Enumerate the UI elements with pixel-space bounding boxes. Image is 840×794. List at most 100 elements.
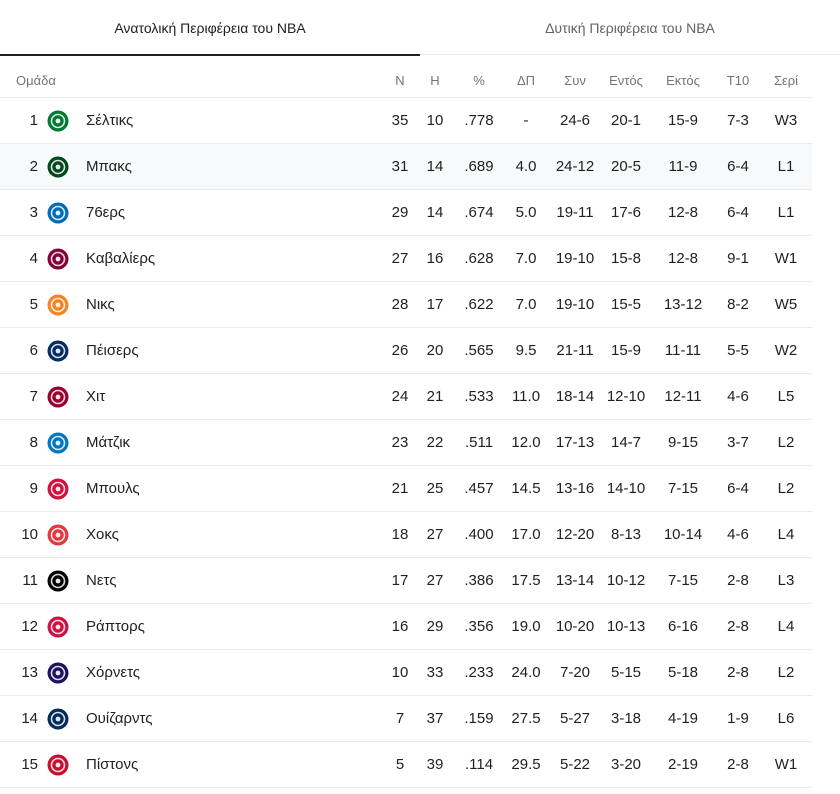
standings-table: 1 Σέλτικς 35 10.778-24-6 20-1 15-9 7-3 W3 2 Μπακς… [0, 98, 812, 788]
wins-cell: 18 [391, 526, 409, 543]
table-row[interactable]: 6 Πέισερς 26 20 .565 9.5 21-11 15-9 11-11 5-5 W2 [0, 328, 812, 374]
losses-cell: 21 [426, 388, 444, 405]
tab-eastern-conference[interactable]: Ανατολική Περιφέρεια του NBA [0, 0, 420, 56]
table-row[interactable]: 12 Ράπτορς 16 29 .356 19.0 10-20 10-13 6-16 2-8 L4 [0, 604, 812, 650]
team-rank: 7 [29, 388, 38, 405]
games-behind-cell: 12.0 [511, 434, 541, 451]
column-header-team: Ομάδα [16, 73, 56, 88]
wins-cell: 28 [391, 296, 409, 313]
home-record-cell: 15-8 [610, 250, 642, 267]
wizards-logo-icon [46, 707, 70, 731]
heat-logo-icon [46, 385, 70, 409]
last-ten-cell: 8-2 [727, 296, 749, 313]
losses-cell: 25 [426, 480, 444, 497]
conference-record-cell: 19-10 [555, 296, 595, 313]
team-name: Καβαλίερς [86, 250, 156, 267]
games-behind-cell: - [523, 112, 529, 129]
games-behind-cell: 5.0 [515, 204, 537, 221]
table-row[interactable]: 11 Νετς 17 27 .386 17.5 13-14 10-12 7-15 2-8 L3 [0, 558, 812, 604]
wins-cell: 24 [391, 388, 409, 405]
away-record-cell: 10-14 [663, 526, 703, 543]
wins-cell: 31 [391, 158, 409, 175]
wins-cell: 21 [391, 480, 409, 497]
column-header-ektos: Εκτός [666, 73, 700, 88]
team-rank: 4 [29, 250, 38, 267]
table-row[interactable]: 13 Χόρνετς 10 33 .233 24.0 7-20 5-15 5-18 2-8 L2 [0, 650, 812, 696]
tab-western-conference[interactable]: Δυτική Περιφέρεια του NBA [545, 19, 715, 36]
last-ten-cell: 3-7 [727, 434, 749, 451]
home-record-cell: 10-13 [606, 618, 646, 635]
team-rank: 2 [29, 158, 38, 175]
team-rank: 10 [21, 526, 38, 543]
last-ten-cell: 2-8 [727, 618, 749, 635]
last-ten-cell: 7-3 [727, 112, 749, 129]
table-row[interactable]: 10 Χοκς 18 27 .400 17.0 12-20 8-13 10-14 4-6 L4 [0, 512, 812, 558]
streak-cell: W1 [774, 250, 798, 267]
streak-cell: W5 [774, 296, 798, 313]
table-row[interactable]: 2 Μπακς 31 14 .689 4.0 24-12 20-5 11-9 6-4 L1 [0, 144, 812, 190]
away-record-cell: 7-15 [667, 480, 699, 497]
conference-tabs: Ανατολική Περιφέρεια του NBA Δυτική Περι… [0, 0, 840, 56]
magic-logo-icon [46, 431, 70, 455]
last-ten-cell: 9-1 [727, 250, 749, 267]
wins-cell: 17 [391, 572, 409, 589]
wins-cell: 5 [395, 756, 405, 773]
games-behind-cell: 4.0 [515, 158, 537, 175]
losses-cell: 14 [426, 204, 444, 221]
away-record-cell: 4-19 [667, 710, 699, 727]
win-pct-cell: .674 [464, 204, 494, 221]
away-record-cell: 11-9 [668, 158, 698, 175]
win-pct-cell: .778 [464, 112, 494, 129]
last-ten-cell: 1-9 [727, 710, 749, 727]
away-record-cell: 5-18 [667, 664, 699, 681]
losses-cell: 14 [426, 158, 444, 175]
wins-cell: 29 [391, 204, 409, 221]
away-record-cell: 12-8 [667, 204, 699, 221]
column-header-entos: Εντός [609, 73, 643, 88]
streak-cell: W3 [774, 112, 798, 129]
win-pct-cell: .533 [464, 388, 494, 405]
win-pct-cell: .114 [464, 756, 494, 773]
streak-cell: L2 [777, 434, 795, 451]
away-record-cell: 13-12 [663, 296, 703, 313]
last-ten-cell: 2-8 [727, 756, 749, 773]
table-row[interactable]: 15 Πίστονς 5 39 .114 29.5 5-22 3-20 2-19 2-8 W1 [0, 742, 812, 788]
games-behind-cell: 7.0 [515, 296, 537, 313]
table-row[interactable]: 4 Καβαλίερς 27 16 .628 7.0 19-10 15-8 12-8 9-1 W1 [0, 236, 812, 282]
losses-cell: 22 [426, 434, 444, 451]
table-row[interactable]: 1 Σέλτικς 35 10 .778 - 24-6 20-1 15-9 7-3 W3 [0, 98, 812, 144]
team-rank: 8 [29, 434, 38, 451]
away-record-cell: 11-11 [664, 342, 702, 359]
wins-cell: 10 [391, 664, 409, 681]
home-record-cell: 20-5 [610, 158, 642, 175]
wins-cell: 27 [391, 250, 409, 267]
win-pct-cell: .628 [464, 250, 494, 267]
home-record-cell: 15-5 [610, 296, 642, 313]
team-rank: 9 [29, 480, 38, 497]
last-ten-cell: 2-8 [727, 664, 749, 681]
away-record-cell: 12-11 [664, 388, 702, 405]
team-rank: 11 [22, 572, 38, 589]
streak-cell: L4 [777, 526, 795, 543]
table-row[interactable]: 3 76ερς 29 14 .674 5.0 19-11 17-6 12-8 6-4 L1 [0, 190, 812, 236]
column-header-n: Ν [395, 73, 405, 88]
last-ten-cell: 4-6 [727, 388, 749, 405]
games-behind-cell: 24.0 [511, 664, 541, 681]
losses-cell: 39 [426, 756, 444, 773]
column-header-h: Η [430, 73, 440, 88]
streak-cell: L2 [777, 480, 795, 497]
home-record-cell: 17-6 [610, 204, 642, 221]
76ers-logo-icon [46, 201, 70, 225]
conference-record-cell: 7-20 [559, 664, 591, 681]
win-pct-cell: .159 [464, 710, 494, 727]
table-row[interactable]: 14 Ουίζαρντς 7 37 .159 27.5 5-27 3-18 4-19 1-9 L6 [0, 696, 812, 742]
table-row[interactable]: 7 Χιτ 24 21 .533 11.0 18-14 12-10 12-11 4-6 L5 [0, 374, 812, 420]
table-row[interactable]: 9 Μπουλς 21 25 .457 14.5 13-16 14-10 7-15 6-4 L2 [0, 466, 812, 512]
team-rank: 14 [21, 710, 38, 727]
conference-record-cell: 13-16 [555, 480, 595, 497]
conference-record-cell: 13-14 [555, 572, 595, 589]
table-row[interactable]: 5 Νικς 28 17 .622 7.0 19-10 15-5 13-12 8-2 W5 [0, 282, 812, 328]
table-row[interactable]: 8 Μάτζικ 23 22 .511 12.0 17-13 14-7 9-15 3-7 L2 [0, 420, 812, 466]
away-record-cell: 7-15 [667, 572, 699, 589]
last-ten-cell: 2-8 [727, 572, 749, 589]
